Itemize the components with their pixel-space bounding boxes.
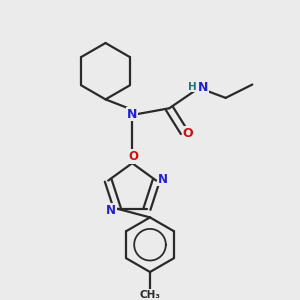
Text: O: O (129, 150, 139, 163)
Text: CH₃: CH₃ (140, 290, 160, 299)
Text: N: N (198, 81, 208, 94)
Text: N: N (158, 172, 168, 186)
Text: N: N (127, 108, 137, 121)
Text: H: H (188, 82, 197, 92)
Text: O: O (182, 127, 193, 140)
Text: N: N (106, 204, 116, 217)
